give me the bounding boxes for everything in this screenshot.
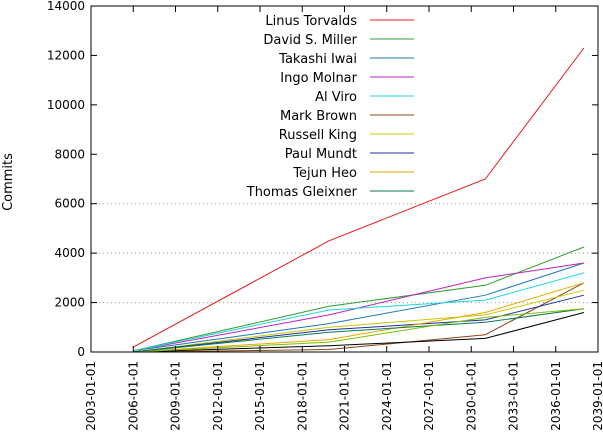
y-tick-label: 8000 (54, 147, 85, 161)
y-tick-label: 6000 (54, 197, 85, 211)
y-tick-label: 4000 (54, 246, 85, 260)
x-tick-label: 2012-01-01 (211, 361, 225, 431)
x-tick-label: 2015-01-01 (253, 361, 267, 431)
x-tick-label: 2003-01-01 (84, 361, 98, 431)
x-tick-label: 2036-01-01 (549, 361, 563, 431)
series-line-unlabeled-10 (133, 312, 585, 353)
series-line-takashi-iwai (133, 262, 585, 352)
series-line-thomas-gleixner (133, 308, 584, 353)
x-tick-label: 2033-01-01 (507, 361, 521, 431)
x-tick-label: 2009-01-01 (169, 361, 183, 431)
legend-label-linus-torvalds: Linus Torvalds (265, 14, 357, 29)
legend-label-paul-mundt: Paul Mundt (285, 147, 357, 162)
x-tick-label: 2027-01-01 (422, 361, 436, 431)
grid-layer (91, 203, 598, 304)
legend: Linus Torvalds David S. Miller Takashi Iwa… (246, 14, 414, 200)
legend-label-ingo-molnar: Ingo Molnar (280, 71, 357, 86)
x-tick-label: 2021-01-01 (338, 361, 352, 431)
series-line-david-s-miller (133, 246, 585, 352)
y-tick-label: 0 (77, 345, 85, 359)
x-tick-label: 2030-01-01 (464, 361, 478, 431)
x-tick-label: 2039-01-01 (591, 361, 603, 431)
legend-label-thomas-gleixner: Thomas Gleixner (246, 185, 358, 200)
y-axis-label: Commits (1, 153, 16, 211)
legend-label-al-viro: Al Viro (315, 90, 357, 105)
series-layer (133, 47, 585, 353)
series-line-tejun-heo (133, 282, 585, 353)
y-tick-label: 14000 (47, 0, 85, 13)
series-line-russell-king (133, 289, 585, 353)
series-line-al-viro (133, 272, 585, 352)
legend-label-takashi-iwai: Takashi Iwai (278, 52, 357, 67)
series-line-paul-mundt (133, 294, 585, 353)
x-tick-label: 2006-01-01 (126, 361, 140, 431)
series-line-unlabeled-11 (133, 308, 584, 353)
legend-label-russell-king: Russell King (279, 128, 357, 143)
series-line-linus-torvalds (133, 47, 585, 348)
y-tick-label: 2000 (54, 296, 85, 310)
legend-label-david-s-miller: David S. Miller (263, 33, 357, 48)
x-tick-label: 2024-01-01 (380, 361, 394, 431)
legend-label-mark-brown: Mark Brown (280, 109, 357, 124)
y-tick-label: 12000 (47, 48, 85, 62)
series-line-ingo-molnar (133, 262, 584, 352)
x-tick-label: 2018-01-01 (295, 361, 309, 431)
tick-layer: 0 2000 4000 6000 8000 10000 12000 14000 2003-01-… (47, 0, 603, 431)
y-tick-label: 10000 (47, 98, 85, 112)
legend-label-tejun-heo: Tejun Heo (292, 166, 357, 181)
